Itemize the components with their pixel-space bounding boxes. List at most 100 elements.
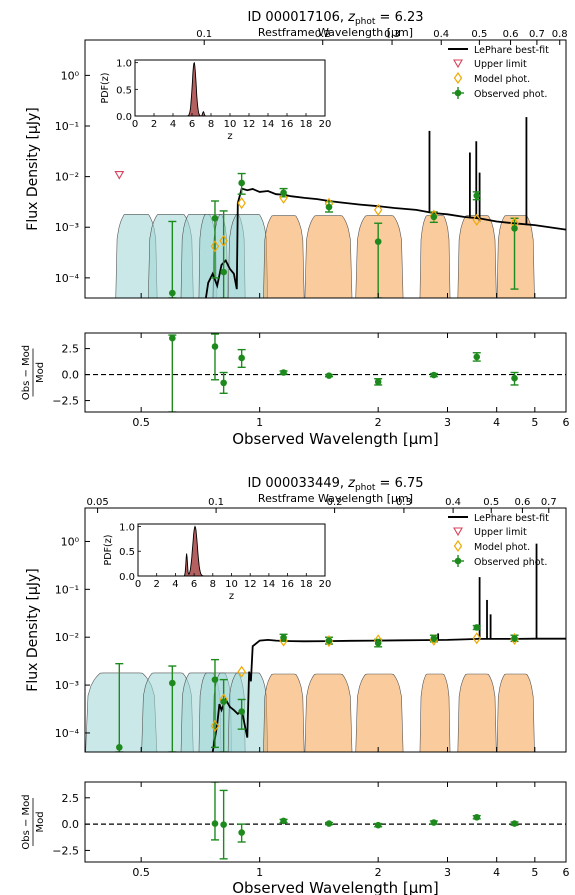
chart-title: ID 000017106, zphot = 6.23	[247, 10, 423, 27]
residual-point	[238, 829, 245, 836]
x-tick-label: 1	[256, 866, 263, 879]
inset-frame	[137, 523, 326, 577]
chart-title-id: ID 000017106,	[247, 10, 348, 25]
y-tick-label: 10⁰	[61, 69, 80, 82]
residual-point	[374, 821, 382, 829]
top-axis-ticks: 0.1 0.2 0.3 0.4 0.5 0.6 0.7 0.8	[196, 29, 568, 45]
model-phot-point	[219, 234, 228, 247]
inset-x-tick-label: 2	[151, 119, 157, 130]
inset-x-tick-label: 4	[172, 579, 178, 590]
inset-x-tick-label: 12	[244, 579, 257, 590]
observed-phot-point	[238, 179, 245, 187]
residual-point	[511, 374, 518, 382]
model-phot-point	[472, 213, 481, 226]
x-tick-label: 5	[531, 866, 538, 879]
x-tick-label: 5	[531, 416, 538, 429]
y-tick-label: 10⁰	[61, 535, 80, 548]
chart-title-equals: =	[375, 10, 394, 25]
inset-x-tick-label: 16	[281, 579, 294, 590]
x-tick-label: 0.5	[132, 416, 150, 429]
y-tick-label: 10⁻¹	[55, 583, 79, 596]
top-tick-label: 0.2	[327, 497, 343, 508]
model-phot-point	[373, 203, 383, 216]
inset-x-label: z	[227, 131, 232, 142]
residual-y-tick-label: 2.5	[62, 792, 80, 805]
x-axis-label: Observed Wavelength [μm]	[232, 879, 439, 895]
top-tick-label: 0.1	[208, 497, 224, 508]
residual-point	[473, 353, 481, 361]
legend-label-best-fit: LePhare best-fit	[474, 513, 549, 524]
inset-x-tick-label: 10	[224, 119, 237, 130]
legend-label-best-fit: LePhare best-fit	[474, 45, 549, 56]
residual-point	[220, 379, 227, 387]
residual-point	[280, 817, 287, 825]
x-tick-label: 6	[563, 416, 570, 429]
observed-phot-point	[280, 634, 287, 641]
filter-curve-orange	[263, 673, 305, 752]
filter-curve-orange	[263, 215, 305, 298]
inset-x-tick-label: 0	[135, 579, 141, 590]
inset-x-label: z	[229, 591, 234, 602]
x-tick-label: 0.5	[132, 866, 150, 879]
plot-area	[114, 117, 566, 298]
residual-y-tick-label: 0.0	[62, 369, 80, 382]
y-tick-label: 10⁻³	[55, 679, 79, 692]
chart-title-z-subscript: phot	[355, 17, 376, 27]
observed-phot-point	[169, 289, 176, 297]
chart-title-z-symbol: z	[347, 476, 356, 491]
inset-x-tick-label: 14	[262, 119, 275, 130]
inset-y-tick-label: 1.0	[119, 522, 135, 533]
model-phot-point	[429, 209, 439, 222]
inset-x-tick-label: 12	[243, 119, 256, 130]
model-phot-point	[237, 665, 246, 678]
inset-frame	[134, 59, 326, 117]
model-phot-point	[210, 240, 220, 253]
top-tick-label: 0.7	[541, 497, 557, 508]
top-tick-label: 0.4	[433, 29, 449, 40]
observed-phot-point	[169, 679, 176, 687]
inset-x-tick-label: 4	[170, 119, 176, 130]
inset-y-label: PDF(z)	[100, 73, 111, 104]
y-axis-label: Flux Density [μJy]	[25, 568, 41, 691]
y-axis-label-text: Flux Density [	[25, 134, 41, 231]
residual-y-label: Obs − Mod Mod	[21, 345, 46, 400]
residual-y-label-numerator: Obs − Mod	[21, 345, 32, 400]
residual-point	[211, 820, 219, 827]
residual-point	[220, 821, 227, 828]
y-axis-label-text: Flux Density [	[25, 595, 41, 692]
filter-curve-orange	[355, 673, 404, 752]
filter-curve-orange	[457, 673, 497, 752]
inset-x-tick-label: 8	[208, 119, 214, 130]
inset-x-tick-label: 18	[300, 579, 313, 590]
model-phot-point	[279, 191, 288, 204]
inset-y-tick-label: 0.5	[116, 85, 132, 96]
top-tick-label: 0.6	[514, 497, 530, 508]
observed-phot-point	[211, 215, 219, 222]
top-axis-label: Restframe Wavelength [μm]	[258, 26, 413, 39]
model-phot-point	[472, 632, 481, 645]
chart-title-z-symbol: z	[347, 10, 356, 25]
filter-curve-orange	[496, 673, 535, 752]
residual-y-label-denominator: Mod	[35, 362, 46, 383]
chart-title-z-value: 6.23	[395, 10, 424, 25]
inset-pdf: 0 2 4 6 8 10 12 14 16 18 20 0.0 0.5 1.0 z PDF(z)	[103, 522, 331, 602]
filter-curve-orange	[304, 673, 353, 752]
residual-point	[280, 369, 287, 376]
legend-label-model-phot: Model phot.	[474, 542, 530, 553]
x-tick-label: 1	[256, 416, 263, 429]
y-tick-label: 10⁻⁴	[55, 727, 80, 740]
inset-x-tick-label: 18	[300, 119, 313, 130]
y-axis-label: Flux Density [μJy]	[25, 107, 41, 230]
x-ticks-main	[140, 747, 567, 752]
legend-swatch-model-phot	[453, 539, 463, 553]
filter-curve-orange	[419, 673, 451, 752]
sed-best-fit-line	[211, 637, 566, 752]
residual-y-label: Obs − Mod Mod	[21, 794, 46, 849]
top-tick-label: 0.8	[552, 29, 568, 40]
inset-x-tick-label: 2	[154, 579, 160, 590]
y-tick-label: 10⁻²	[55, 631, 79, 644]
legend-label-observed-phot: Observed phot.	[474, 89, 547, 100]
y-tick-label: 10⁻³	[55, 221, 79, 234]
x-axis-label-unit: μm]	[409, 879, 439, 895]
